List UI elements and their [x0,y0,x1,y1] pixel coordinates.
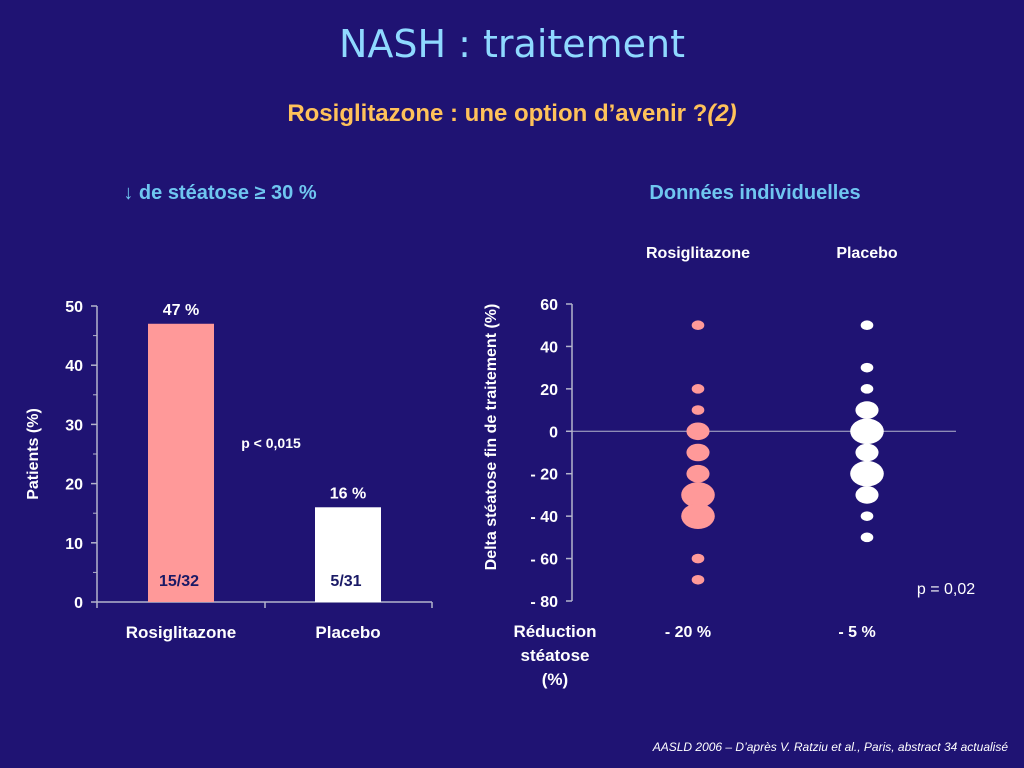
scatter-point-rosiglitazone [691,405,705,415]
bar-y-tick-label: 30 [65,417,83,434]
bar-category-label: Placebo [315,623,380,642]
scatter-point-placebo [855,486,879,504]
scatter-summary-label: (%) [542,670,568,689]
bar-p-value: p < 0,015 [241,435,301,451]
scatter-point-rosiglitazone [681,503,715,529]
scatter-group-label: Placebo [836,245,898,262]
scatter-y-tick-label: 20 [540,382,558,399]
bar-value-label: 16 % [330,485,366,502]
scatter-summary-label: Réduction [513,622,596,641]
slide-subtitle: Rosiglitazone : une option d’avenir ?(2) [0,100,1024,128]
scatter-summary-label: stéatose [521,646,590,665]
scatter-y-tick-label: - 20 [530,467,558,484]
bar-count-label: 5/31 [330,573,361,590]
subtitle-reference: (2) [707,100,737,127]
scatter-point-rosiglitazone [686,422,710,441]
scatter-point-placebo [855,401,879,419]
scatter-y-tick-label: - 60 [530,552,558,569]
scatter-point-placebo [860,532,874,543]
bar-count-label: 15/32 [159,573,199,590]
scatter-point-placebo [860,384,874,394]
bar-y-tick-label: 40 [65,358,83,375]
scatter-point-rosiglitazone [686,464,710,483]
scatter-point-placebo [850,418,884,445]
scatter-point-rosiglitazone [691,384,705,394]
scatter-y-axis-label: Delta stéatose fin de traitement (%) [483,304,500,571]
scatter-chart-title: Données individuelles [649,182,861,204]
scatter-point-placebo [850,460,884,487]
scatter-p-value: p = 0,02 [917,581,975,598]
scatter-summary-value: - 20 % [665,624,711,641]
subtitle-text: Rosiglitazone : une option d’avenir ? [287,100,708,127]
scatter-point-placebo [855,443,879,462]
scatter-group-label: Rosiglitazone [646,245,750,262]
scatter-y-tick-label: 40 [540,339,558,356]
bar-placebo [315,507,381,602]
scatter-point-placebo [860,362,874,373]
bar-rosiglitazone [148,323,214,602]
scatter-point-rosiglitazone [691,320,705,331]
bar-value-label: 47 % [163,302,199,319]
bar-y-tick-label: 10 [65,536,83,553]
bar-y-tick-label: 0 [74,595,83,612]
scatter-y-tick-label: - 40 [530,509,558,526]
bar-y-tick-label: 50 [65,299,83,316]
scatter-point-placebo [860,320,874,331]
bar-category-label: Rosiglitazone [126,623,237,642]
scatter-y-tick-label: 60 [540,297,558,314]
citation: AASLD 2006 – D’après V. Ratziu et al., P… [652,740,1008,754]
scatter-point-rosiglitazone [681,482,715,508]
bar-y-axis-label: Patients (%) [25,408,42,500]
scatter-y-tick-label: - 80 [530,594,558,611]
bar-chart-title: ↓ de stéatose ≥ 30 % [123,182,317,204]
scatter-point-rosiglitazone [686,443,710,462]
scatter-summary-value: - 5 % [838,624,875,641]
scatter-point-rosiglitazone [691,574,705,585]
scatter-point-rosiglitazone [691,553,705,564]
slide-title: NASH : traitement [338,22,686,66]
scatter-y-tick-label: 0 [549,424,558,441]
scatter-point-placebo [860,511,874,521]
bar-y-tick-label: 20 [65,477,83,494]
